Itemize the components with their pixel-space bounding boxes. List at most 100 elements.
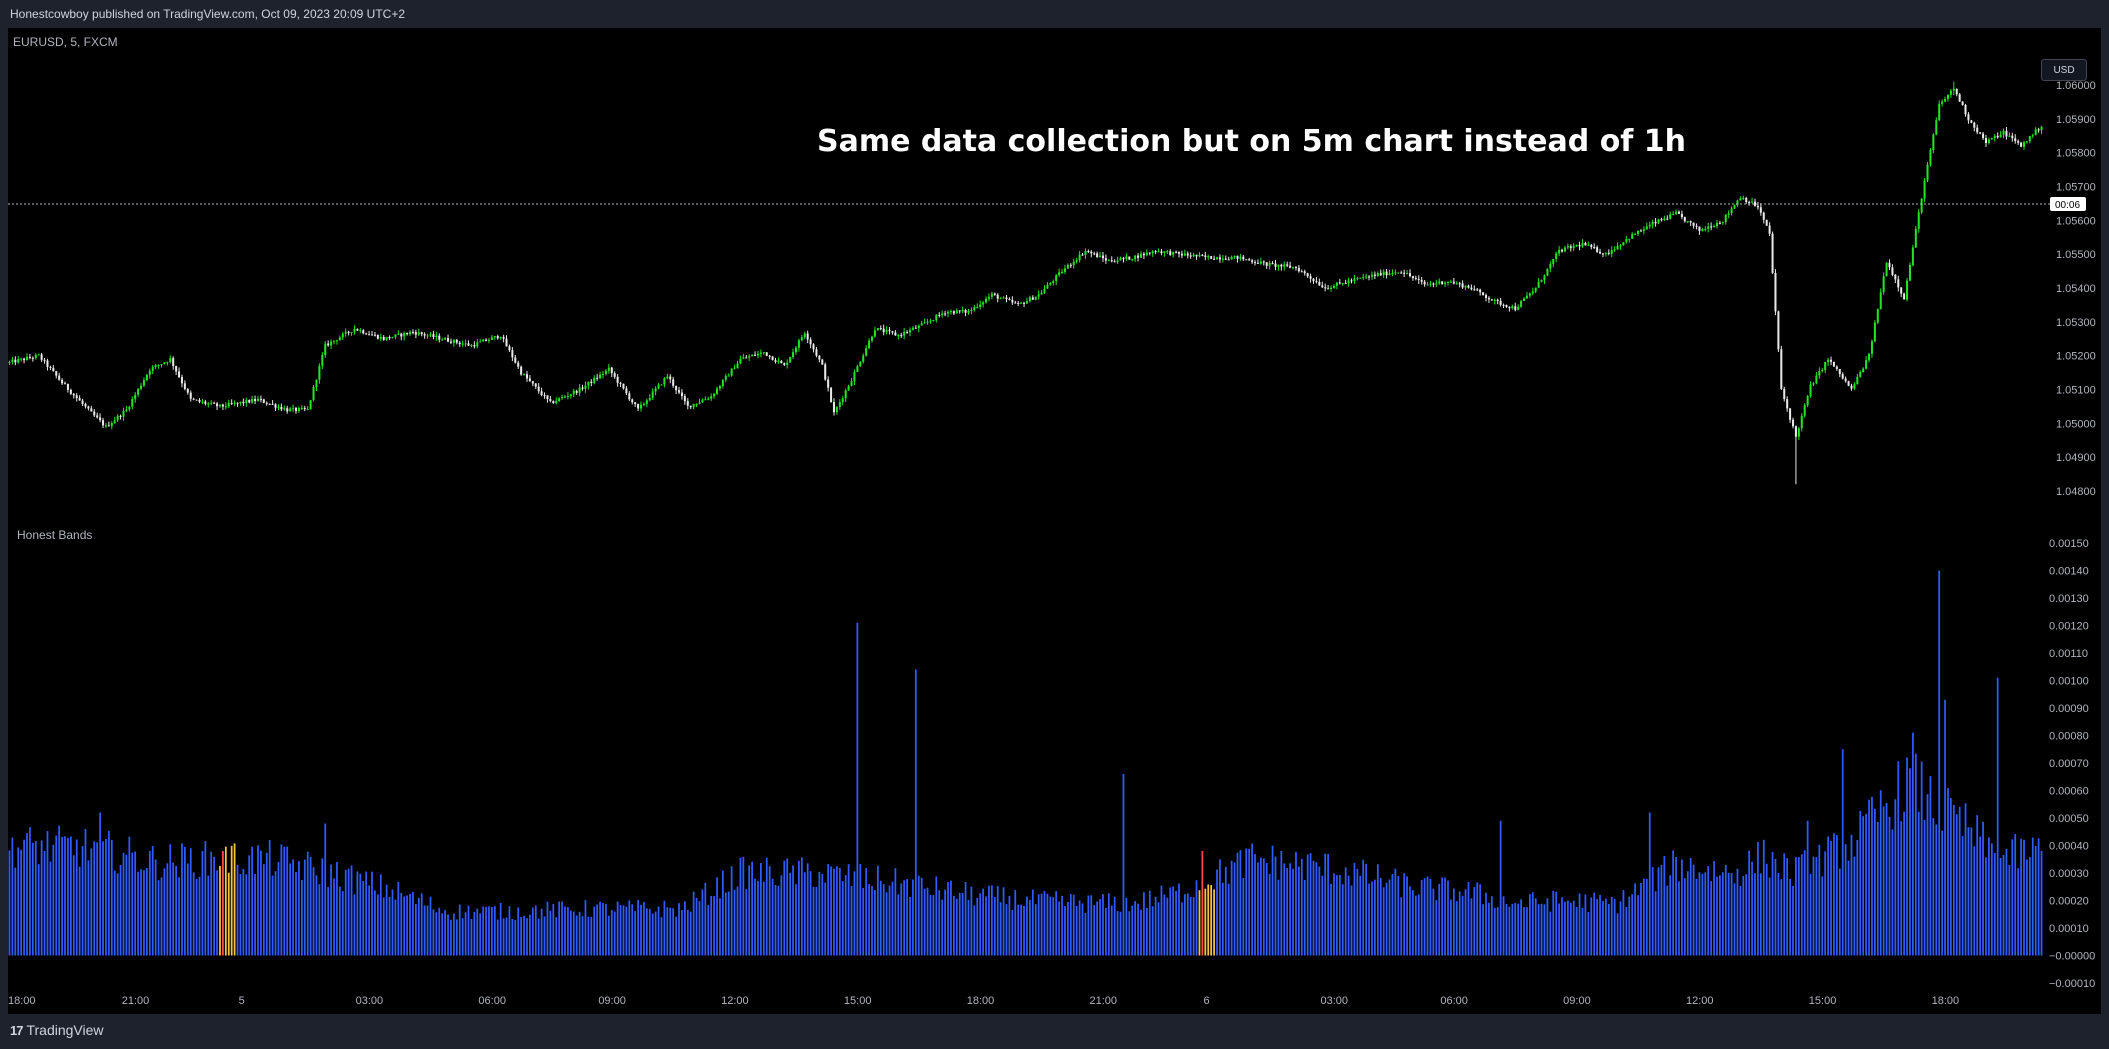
candle-body [470,345,473,347]
candle-body [1294,267,1297,269]
histogram-bar [1569,902,1572,956]
chart-canvas[interactable]: Same data collection but on 5m chart ins… [8,28,2101,1014]
histogram-bar [254,874,256,956]
candle-body [1879,292,1882,310]
candle [707,396,710,401]
candle [420,331,423,337]
candle [824,362,827,381]
histogram-bar [1651,867,1654,956]
candle-body [1379,273,1382,276]
histogram-bar [993,896,996,956]
candle [1970,119,1973,124]
candle [283,405,286,411]
candle [2025,140,2028,144]
histogram-bar [1081,903,1084,956]
candle [180,374,183,388]
candle [637,403,640,412]
candle [455,338,458,345]
price-axis[interactable]: 1.060001.059001.058001.057001.056001.055… [2056,80,2096,498]
histogram-bar [947,882,949,956]
candle [938,312,941,318]
candle-body [1218,257,1221,260]
candle [575,389,578,395]
candle-body [663,378,666,385]
candle [1683,216,1686,223]
histogram-bar [1827,836,1829,956]
time-tick-label: 21:00 [122,995,150,1007]
indicator-tick-label: −0.00000 [2049,951,2095,963]
histogram-bar [34,841,37,956]
candle [1020,301,1023,304]
candle-body [520,366,523,375]
histogram-bar [362,880,365,956]
histogram-bar [134,851,137,956]
chart-area[interactable]: Same data collection but on 5m chart ins… [8,28,2101,1014]
histogram-bar [678,903,680,956]
candle-body [1774,272,1777,312]
currency-button[interactable]: USD [2041,59,2087,81]
histogram-bar [420,893,423,956]
candle-body [2014,138,2017,142]
candle-body [1531,291,1534,294]
candle-body [72,393,75,396]
candle-body [756,353,759,356]
histogram-bar [96,842,99,956]
candle-body [765,352,768,356]
candle [628,391,631,402]
candle [935,314,938,323]
candle-body [634,402,637,405]
candle [987,293,990,302]
histogram-bar [14,867,17,956]
candle [309,399,312,410]
candle-body [414,332,417,335]
histogram-bar [1985,857,1987,956]
candle [43,357,46,364]
candle [713,392,716,399]
tradingview-logo[interactable]: 17 TradingView [10,1022,104,1038]
histogram-bar [1160,885,1163,956]
candle-body [379,336,382,339]
candle [230,399,233,405]
histogram-bar [1657,867,1660,956]
candle [1014,300,1017,304]
histogram-bar [482,906,485,956]
histogram-bar [1508,906,1511,956]
histogram-bar [493,906,496,956]
histogram-bar [140,869,142,956]
indicator-tick-label: 0.00010 [2049,923,2089,935]
candle-body [800,337,803,341]
candle [970,307,973,315]
candle [485,338,488,342]
candle-body [1549,263,1552,269]
histogram-bar [388,896,391,956]
histogram-bar [99,812,101,956]
candle-body [645,400,648,404]
histogram-bar [1113,896,1116,956]
candle-body [1876,309,1879,323]
candle [812,343,815,353]
candle [1099,251,1102,258]
histogram-bar [1648,812,1651,956]
histogram-bar [1914,753,1917,956]
candle [985,296,988,304]
candle-body [1891,267,1894,275]
candle [549,395,552,403]
candle [119,414,122,420]
candle-body [1984,138,1988,144]
candle [169,355,172,364]
candle-body [330,341,333,346]
indicator-axis[interactable]: 0.001500.001400.001300.001200.001100.001… [2049,538,2095,990]
candle-body [1403,272,1406,274]
histogram-bar [242,869,245,956]
histogram-bar [1318,866,1321,956]
candle [1043,285,1046,294]
candle-body [955,310,958,314]
candle [932,319,935,322]
candle-body [762,352,765,354]
candle-body [1002,297,1005,299]
candle [490,335,493,340]
candle-body [2028,136,2031,142]
histogram-bar [1663,856,1666,956]
time-axis[interactable]: 18:00 21:00 5 03:00 06:00 09:00 12:00 15:00 18:0… [8,995,1959,1007]
candle-body [1821,370,1824,372]
